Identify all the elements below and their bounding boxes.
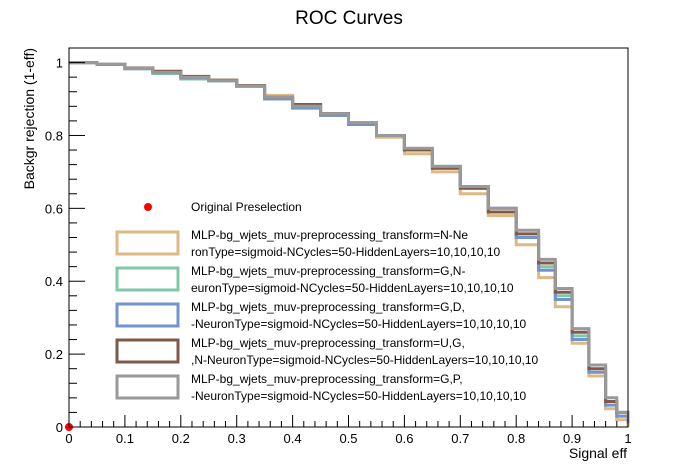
legend: Original Preselection MLP-bg_wjets_muv-pr…	[115, 200, 539, 403]
axes: 0 0.1 0.2 0.3 0.4 0.5 0.6 0.7 0.8 0.9 1 0 0.2 0.4 0.6 0…	[45, 47, 632, 446]
x-tick-label: 0.6	[395, 431, 413, 446]
x-tick-label: 0.2	[172, 431, 190, 446]
y-tick-label: 1	[56, 56, 63, 71]
x-axis-title: Signal eff	[569, 445, 627, 461]
plot-area	[65, 61, 630, 431]
legend-label-5-line2: -NeuronType=sigmoid-NCycles=50-HiddenLay…	[191, 389, 527, 403]
y-tick-label: 0	[56, 420, 63, 435]
x-tick-label: 0.8	[507, 431, 525, 446]
legend-label-2-line1: MLP-bg_wjets_muv-preprocessing_transform…	[191, 264, 465, 278]
legend-label-3-line1: MLP-bg_wjets_muv-preprocessing_transform…	[191, 300, 465, 314]
legend-label-5-line1: MLP-bg_wjets_muv-preprocessing_transform…	[191, 372, 463, 386]
y-tick-label: 0.6	[45, 201, 63, 216]
x-tick-label: 0.7	[451, 431, 469, 446]
legend-label-preselection: Original Preselection	[191, 200, 302, 214]
legend-label-1-line1: MLP-bg_wjets_muv-preprocessing_transform…	[191, 228, 468, 242]
x-tick-label: 0.1	[116, 431, 134, 446]
legend-label-4-line2: ,N-NeuronType=sigmoid-NCycles=50-HiddenL…	[191, 353, 539, 367]
x-tick-label: 1	[624, 431, 631, 446]
legend-swatch-5	[115, 374, 180, 400]
x-tick-label: 0.5	[339, 431, 357, 446]
x-tick-label: 0.3	[228, 431, 246, 446]
y-tick-label: 0.8	[45, 128, 63, 143]
legend-swatch-4	[115, 338, 180, 364]
legend-marker-swatch	[144, 203, 152, 211]
x-tick-label: 0	[65, 431, 72, 446]
legend-label-4-line1: MLP-bg_wjets_muv-preprocessing_transform…	[191, 336, 465, 350]
y-tick-label: 0.2	[45, 347, 63, 362]
legend-swatch-2	[115, 266, 180, 292]
y-axis-title: Backgr rejection (1-eff)	[21, 48, 37, 189]
series-line-5	[69, 61, 630, 420]
legend-swatch-3	[115, 302, 180, 328]
legend-label-1-line2: ronType=sigmoid-NCycles=50-HiddenLayers=…	[191, 245, 501, 259]
y-tick-label: 0.4	[45, 274, 63, 289]
legend-label-3-line2: -NeuronType=sigmoid-NCycles=50-HiddenLay…	[191, 317, 527, 331]
legend-label-2-line2: euronType=sigmoid-NCycles=50-HiddenLayer…	[191, 281, 514, 295]
legend-swatch-1	[115, 230, 180, 256]
x-tick-label: 0.4	[284, 431, 302, 446]
x-tick-label: 0.9	[563, 431, 581, 446]
chart-title: ROC Curves	[295, 8, 403, 29]
